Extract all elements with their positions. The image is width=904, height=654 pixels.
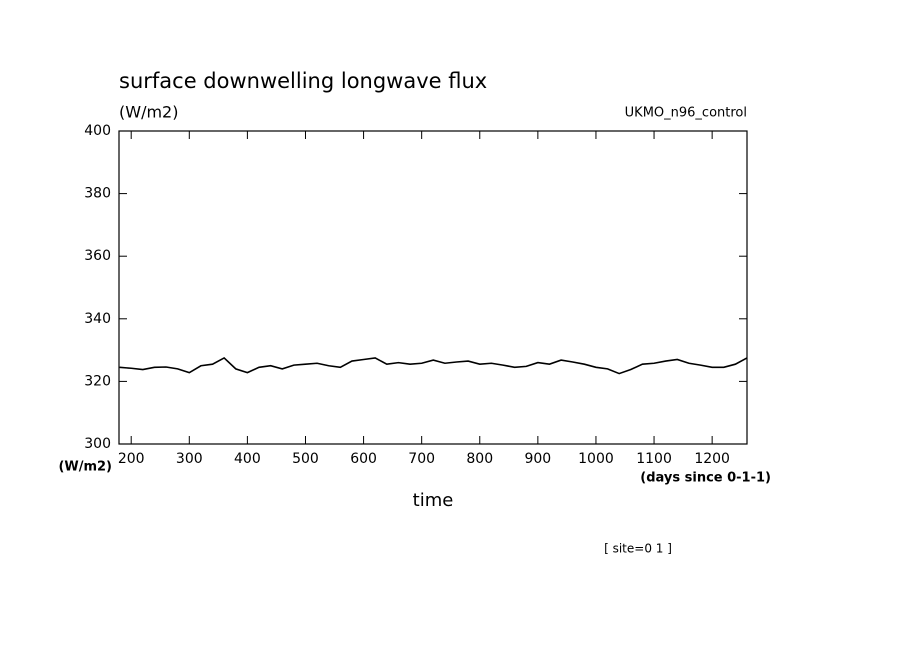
x-tick-label: 400 — [234, 451, 261, 467]
x-tick-label: 200 — [118, 451, 145, 467]
y-tick-label: 300 — [84, 436, 111, 452]
x-tick-label: 900 — [524, 451, 551, 467]
y-tick-label: 320 — [84, 373, 111, 389]
x-tick-label: 800 — [466, 451, 493, 467]
plot-frame — [118, 130, 748, 445]
x-tick-label: 1000 — [578, 451, 614, 467]
y-tick-label: 360 — [84, 248, 111, 264]
x-tick-label: 1200 — [694, 451, 730, 467]
x-axis-units: (days since 0-1-1) — [640, 471, 771, 486]
chart-title: surface downwelling longwave flux — [119, 69, 487, 93]
units-label: (W/m2) — [119, 103, 178, 122]
y-axis-label: (W/m2) — [58, 460, 112, 475]
footnote: [ site=0 1 ] — [604, 542, 672, 556]
x-tick-label: 1100 — [636, 451, 672, 467]
y-tick-label: 400 — [84, 123, 111, 139]
x-tick-label: 700 — [408, 451, 435, 467]
x-axis-label: time — [413, 490, 454, 511]
data-line — [119, 356, 748, 375]
y-tick-label: 340 — [84, 311, 111, 327]
y-tick-label: 380 — [84, 186, 111, 202]
x-tick-label: 300 — [176, 451, 203, 467]
dataset-label: UKMO_n96_control — [625, 106, 747, 121]
x-tick-label: 600 — [350, 451, 377, 467]
x-tick-label: 500 — [292, 451, 319, 467]
